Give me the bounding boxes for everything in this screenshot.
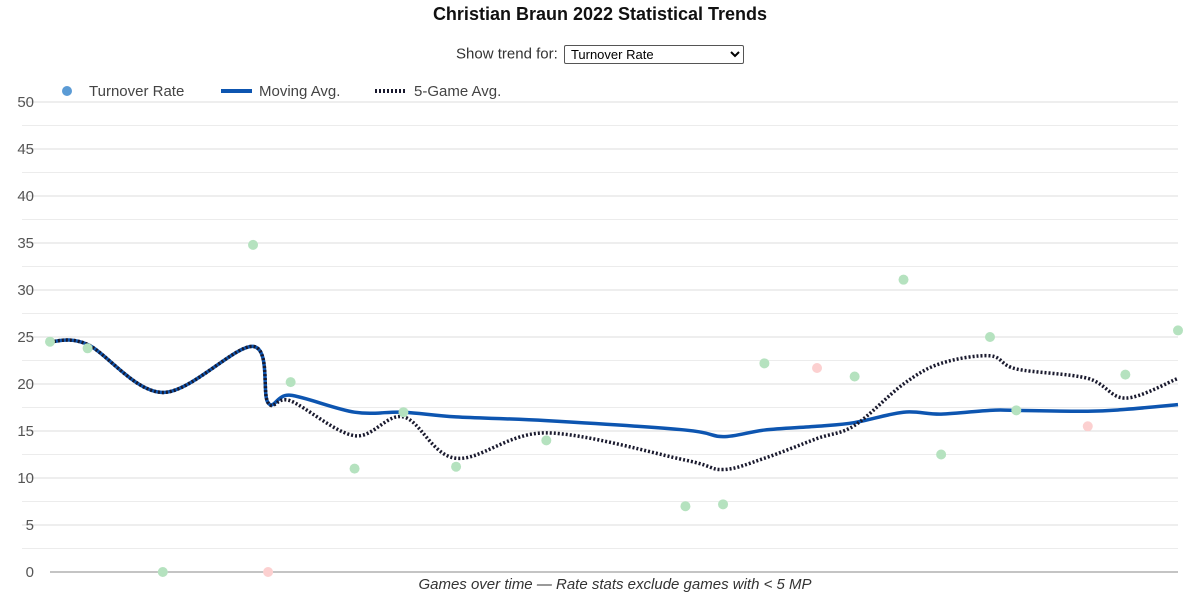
data-point[interactable] <box>718 499 729 510</box>
trend-select[interactable]: Turnover Rate <box>563 45 744 64</box>
data-point[interactable] <box>759 358 770 369</box>
legend-label-moving-avg: Moving Avg. <box>259 83 340 100</box>
y-tick-label: 10 <box>17 470 34 487</box>
five-game-avg-line[interactable] <box>49 338 1179 472</box>
x-axis-caption: Games over time — Rate stats exclude gam… <box>418 576 811 593</box>
grid-lines <box>22 101 1178 549</box>
y-tick-label: 15 <box>17 423 34 440</box>
trend-control: Show trend for: Turnover Rate <box>0 45 1200 64</box>
data-point[interactable] <box>1173 325 1183 336</box>
trend-select-label: Show trend for: <box>456 45 558 63</box>
data-point[interactable] <box>157 567 168 577</box>
chart-title: Christian Braun 2022 Statistical Trends <box>432 4 768 24</box>
y-axis-ticks: 0 5 10 15 20 25 30 35 40 45 50 <box>17 94 34 581</box>
data-point[interactable] <box>936 449 947 460</box>
y-tick-label: 35 <box>17 235 34 252</box>
y-tick-label: 20 <box>17 376 34 393</box>
data-point[interactable] <box>898 274 909 285</box>
data-point[interactable] <box>1011 405 1022 416</box>
data-point[interactable] <box>82 343 93 354</box>
data-point[interactable] <box>849 371 860 382</box>
data-point[interactable] <box>541 435 552 446</box>
legend-label-5-game-avg: 5-Game Avg. <box>414 83 501 100</box>
data-points <box>45 239 1183 577</box>
legend-dot-icon <box>62 86 72 96</box>
y-tick-label: 45 <box>17 141 34 158</box>
data-point[interactable] <box>263 567 274 577</box>
y-tick-label: 40 <box>17 188 34 205</box>
legend-item-moving-avg[interactable]: Moving Avg. <box>221 83 340 100</box>
data-point[interactable] <box>45 336 55 347</box>
legend: Turnover Rate Moving Avg. 5-Game Avg. <box>62 83 501 100</box>
y-tick-label: 50 <box>17 94 34 111</box>
moving-avg-line[interactable] <box>49 338 1179 439</box>
data-point[interactable] <box>812 363 823 374</box>
data-point[interactable] <box>349 463 360 474</box>
data-point[interactable] <box>680 501 691 512</box>
series-lines <box>49 338 1179 472</box>
legend-label-turnover-rate: Turnover Rate <box>89 83 184 100</box>
y-tick-label: 25 <box>17 329 34 346</box>
data-point[interactable] <box>451 461 462 472</box>
y-tick-label: 5 <box>26 517 34 534</box>
data-point[interactable] <box>248 239 259 250</box>
legend-item-5-game-avg[interactable]: 5-Game Avg. <box>375 83 501 100</box>
data-point[interactable] <box>1120 369 1131 380</box>
y-tick-label: 30 <box>17 282 34 299</box>
y-tick-label: 0 <box>26 564 34 581</box>
data-point[interactable] <box>398 407 409 418</box>
data-point[interactable] <box>985 332 995 342</box>
legend-item-turnover-rate[interactable]: Turnover Rate <box>62 83 184 100</box>
data-point[interactable] <box>1082 421 1093 432</box>
data-point[interactable] <box>285 377 296 388</box>
